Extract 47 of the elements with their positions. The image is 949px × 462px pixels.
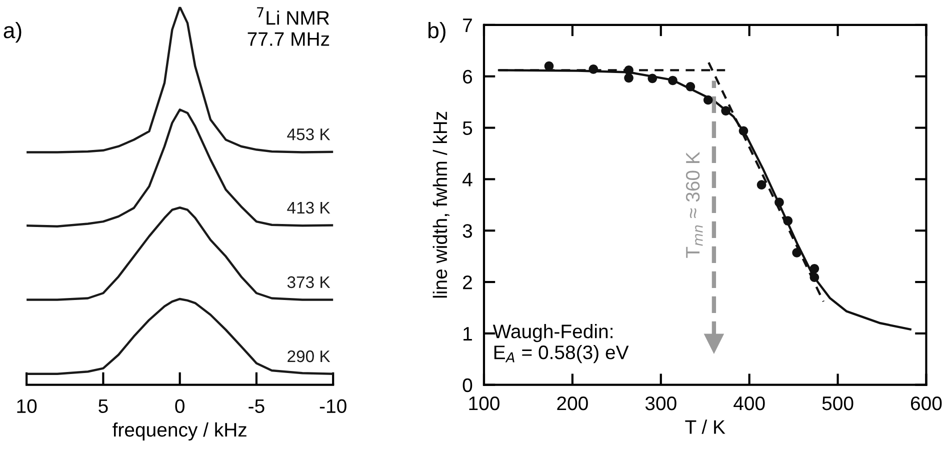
annotation: Waugh-Fedin: E$_{A}$ = 0.58(3) eV: [492, 324, 629, 364]
annotation: $^{7}$Li NMR 77.7 MHz: [248, 7, 330, 46]
point: [624, 66, 634, 75]
point: [624, 73, 634, 83]
text: b): [428, 22, 446, 43]
x-axis-title: frequency / kHz: [112, 422, 246, 441]
ref-line-label: T$_{mn}$ ≈ 360 K: [686, 152, 703, 258]
point: [756, 180, 766, 190]
x-tick-label: 300: [645, 396, 676, 410]
y-tick-label: 0: [462, 378, 472, 392]
y-tick-label: 6: [463, 70, 472, 84]
series-label: 413 K: [287, 202, 330, 214]
series-label: 290 K: [288, 350, 330, 362]
x-tick-label: 10: [17, 399, 37, 414]
point: [686, 82, 696, 92]
text: a): [4, 22, 22, 43]
point: [738, 126, 748, 136]
x-axis-title: T / K: [685, 420, 726, 434]
point: [810, 264, 820, 274]
x-tick-label: 0: [175, 399, 184, 414]
point: [721, 106, 730, 116]
y-tick-label: 3: [462, 224, 472, 238]
y-axis-title: line width, fwhm / kHz: [432, 112, 450, 298]
point: [783, 216, 793, 226]
y-tick-label: 7: [463, 18, 472, 32]
point: [668, 76, 678, 86]
x-tick-label: 400: [734, 396, 765, 410]
y-tick-label: 2: [463, 275, 472, 290]
x-tick-label: 600: [910, 396, 942, 410]
x-tick-label: 500: [822, 396, 854, 410]
point: [703, 95, 713, 105]
point: [810, 272, 820, 282]
point: [774, 198, 784, 207]
y-tick-label: 1: [464, 327, 472, 340]
series-label: 453 K: [287, 128, 330, 140]
y-tick-label: 5: [462, 121, 472, 136]
point: [544, 61, 554, 71]
series-label: 373 K: [287, 276, 330, 288]
x-tick-label: 200: [557, 396, 588, 410]
point: [588, 64, 598, 74]
x-tick-label: -5: [248, 399, 264, 414]
point: [648, 74, 658, 84]
y-tick-label: 4: [462, 172, 472, 186]
point: [792, 248, 802, 258]
x-tick-label: 5: [98, 399, 108, 414]
x-tick-label: -10: [320, 399, 346, 414]
x-tick-label: 100: [469, 396, 500, 410]
